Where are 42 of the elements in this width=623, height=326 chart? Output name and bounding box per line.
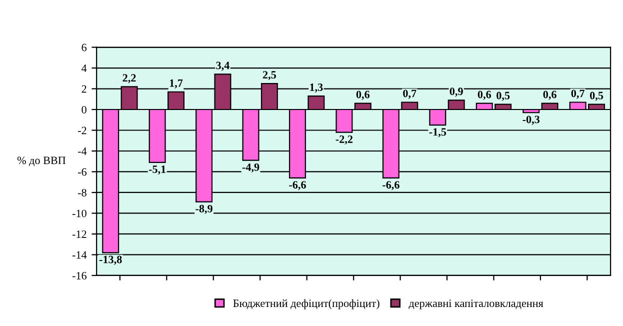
bar <box>429 108 446 126</box>
data-label: -0,3 <box>522 116 540 125</box>
legend-label: державні капіталовкладення <box>408 300 544 310</box>
y-tick-label: -6 <box>78 168 87 176</box>
data-label: 0,6 <box>478 90 491 100</box>
data-label: 2,2 <box>122 74 136 84</box>
data-label: 3,4 <box>216 62 230 71</box>
bar <box>354 102 372 110</box>
y-tick-label: 4 <box>82 64 87 72</box>
data-label: -13,8 <box>99 256 122 265</box>
y-tick-label: 0 <box>82 106 86 114</box>
bar <box>541 102 558 110</box>
data-label: 0,5 <box>496 92 510 101</box>
data-label: -2,2 <box>336 135 353 145</box>
y-tick-label: -2 <box>78 126 86 134</box>
data-label: -4,9 <box>242 163 260 173</box>
data-label: -6,6 <box>382 181 400 190</box>
bar <box>448 100 465 110</box>
data-label: 0,9 <box>450 88 463 97</box>
data-label: -8,9 <box>196 204 212 214</box>
y-tick-label: -4 <box>78 148 87 155</box>
y-tick-label: -12 <box>72 230 86 238</box>
data-label: 0,6 <box>543 90 556 100</box>
y-tick-label: -10 <box>72 210 86 218</box>
data-label: 2,5 <box>262 71 276 80</box>
y-tick-label: -14 <box>72 251 87 259</box>
y-tick-label: -8 <box>78 188 86 196</box>
data-label: 0,7 <box>571 90 585 99</box>
y-tick-label: 2 <box>82 85 86 93</box>
y-axis-title: % до ВВП <box>17 156 66 166</box>
data-label: 0,5 <box>590 92 604 101</box>
data-label: -1,5 <box>429 128 446 138</box>
y-tick-label: 6 <box>82 44 87 52</box>
data-label: -5,1 <box>148 166 166 175</box>
data-label: -6,6 <box>289 181 306 190</box>
data-label: 0,7 <box>403 90 416 99</box>
data-label: 0,6 <box>356 90 370 100</box>
data-label: 1,7 <box>170 79 183 88</box>
y-tick-label: -16 <box>72 272 87 280</box>
legend-label: Бюджетний дефіцит(профіцит) <box>233 299 380 310</box>
bar <box>522 108 540 114</box>
data-label: 1,3 <box>310 84 323 93</box>
